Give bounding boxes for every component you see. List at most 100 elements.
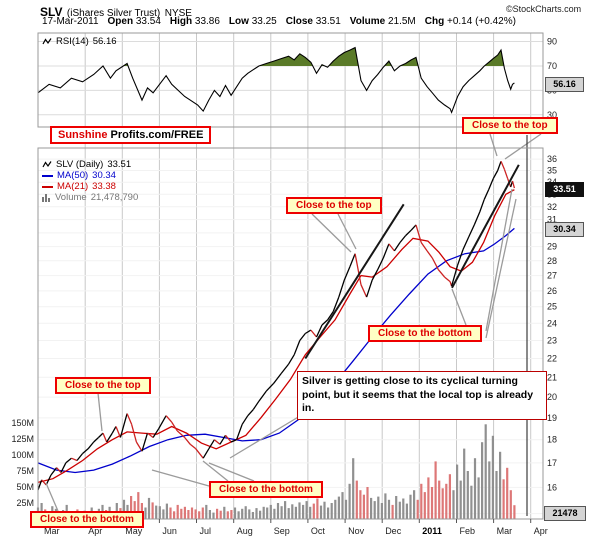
quote-volume: Volume 21.5M: [349, 16, 416, 27]
watermark: Sunshine Profits.com/FREE: [50, 126, 212, 144]
rsi-legend: RSI(14) 56.16: [42, 36, 117, 47]
svg-text:18: 18: [547, 435, 557, 445]
price-axis-labels: 3635343332313029282726252423222120191817…: [547, 154, 557, 518]
rsi-value-box: 56.16: [545, 77, 584, 92]
callout-top-apr2010: Close to the top: [55, 377, 151, 394]
volume-axis-labels: 150M 125M 100M 75M 50M 25M: [11, 418, 34, 508]
ma50-value-box: 30.34: [545, 222, 584, 237]
svg-text:2011: 2011: [422, 526, 442, 536]
svg-text:25M: 25M: [16, 498, 34, 508]
rsi-label: RSI(14): [56, 36, 89, 47]
svg-text:Aug: Aug: [237, 526, 253, 536]
legend-volume: Volume 21,478,790: [42, 192, 138, 203]
callout-top-mar2011: Close to the top: [462, 117, 558, 134]
svg-text:19: 19: [547, 413, 557, 423]
svg-text:29: 29: [547, 242, 557, 252]
legend-slv-value: 33.51: [107, 159, 132, 170]
trendlines: [304, 164, 520, 360]
price-series: [37, 161, 516, 491]
svg-text:16: 16: [547, 482, 557, 492]
watermark-rest: Profits.com/FREE: [110, 129, 204, 141]
quote-line: 17-Mar-2011 Open 33.54 High 33.86 Low 33…: [42, 16, 516, 27]
commentary-note: Silver is getting close to its cyclical …: [297, 371, 547, 420]
svg-text:32: 32: [547, 202, 557, 212]
quote-date: 17-Mar-2011: [42, 16, 99, 27]
callout-bottom-jul2010: Close to the bottom: [209, 481, 323, 498]
svg-text:70: 70: [547, 61, 557, 71]
svg-text:Sep: Sep: [274, 526, 290, 536]
ticker-symbol: SLV: [40, 5, 63, 19]
legend-ma50-label: MA(50): [57, 170, 89, 181]
exchange-label: NYSE: [164, 8, 192, 19]
ma-lines: [37, 189, 515, 484]
svg-text:Apr: Apr: [534, 526, 548, 536]
svg-text:27: 27: [547, 271, 557, 281]
svg-text:75M: 75M: [16, 466, 34, 476]
svg-text:24: 24: [547, 318, 557, 328]
svg-text:150M: 150M: [11, 418, 34, 428]
svg-text:50M: 50M: [16, 482, 34, 492]
svg-text:Jul: Jul: [200, 526, 212, 536]
panel-borders: [37, 32, 544, 523]
svg-text:125M: 125M: [11, 434, 34, 444]
legend-volume-label: Volume: [55, 192, 87, 203]
svg-text:Oct: Oct: [311, 526, 326, 536]
volume-value-box: 21478: [544, 506, 586, 521]
callout-bottom-jan2011: Close to the bottom: [368, 325, 482, 342]
line-chart-icon: [42, 161, 52, 168]
legend-ma21-value: 33.38: [92, 181, 116, 192]
svg-text:26: 26: [547, 286, 557, 296]
legend-slv-label: SLV (Daily): [56, 159, 104, 170]
svg-text:Mar: Mar: [44, 526, 60, 536]
quote-close: Close 33.51: [285, 16, 341, 27]
svg-text:28: 28: [547, 256, 557, 266]
svg-text:22: 22: [547, 354, 557, 364]
callout-top-nov2010: Close to the top: [286, 197, 382, 214]
quote-open: Open 33.54: [107, 16, 161, 27]
line-chart-icon: [42, 38, 52, 45]
svg-text:35: 35: [547, 166, 557, 176]
watermark-brand: Sunshine: [58, 129, 108, 141]
legend-volume-value: 21,478,790: [90, 192, 139, 203]
chart-title: SLV (iShares Silver Trust) NYSE: [40, 3, 192, 21]
ma21-line-icon: [42, 185, 53, 188]
rsi-series: [37, 46, 515, 114]
legend-slv: SLV (Daily) 33.51: [42, 159, 131, 170]
gridlines: [38, 33, 543, 519]
quote-low: Low 33.25: [228, 16, 277, 27]
svg-text:20: 20: [547, 392, 557, 402]
svg-text:17: 17: [547, 458, 557, 468]
svg-text:36: 36: [547, 154, 557, 164]
svg-text:23: 23: [547, 336, 557, 346]
svg-text:Apr: Apr: [88, 526, 102, 536]
rsi-value: 56.16: [92, 36, 117, 47]
annotation-pointers: [45, 133, 542, 516]
svg-text:30: 30: [547, 110, 557, 120]
legend-ma21-label: MA(21): [57, 181, 89, 192]
svg-text:Nov: Nov: [348, 526, 365, 536]
last-price-box: 33.51: [545, 182, 584, 197]
security-name: (iShares Silver Trust): [66, 8, 161, 19]
svg-text:90: 90: [547, 37, 557, 47]
ma50-line-icon: [42, 174, 53, 177]
legend-ma50-value: 30.34: [92, 170, 116, 181]
legend-ma21: MA(21) 33.38: [42, 181, 116, 192]
callout-bottom-feb2010: Close to the bottom: [30, 511, 144, 528]
month-axis-labels: Mar Apr May Jun Jul Aug Sep Oct Nov Dec 2011 Feb Mar…: [44, 526, 548, 536]
svg-text:Feb: Feb: [460, 526, 476, 536]
svg-text:May: May: [125, 526, 143, 536]
volume-bars-icon: [42, 194, 50, 202]
svg-text:25: 25: [547, 302, 557, 312]
quote-high: High 33.86: [169, 16, 220, 27]
svg-text:31: 31: [547, 215, 557, 225]
quote-change: Chg +0.14 (+0.42%): [424, 16, 516, 27]
legend-ma50: MA(50) 30.34: [42, 170, 116, 181]
svg-text:Mar: Mar: [497, 526, 513, 536]
svg-text:Jun: Jun: [162, 526, 177, 536]
svg-text:100M: 100M: [11, 450, 34, 460]
svg-text:21: 21: [547, 372, 557, 382]
stockcharts-credit: ©StockCharts.com: [506, 4, 582, 14]
svg-text:Dec: Dec: [385, 526, 402, 536]
